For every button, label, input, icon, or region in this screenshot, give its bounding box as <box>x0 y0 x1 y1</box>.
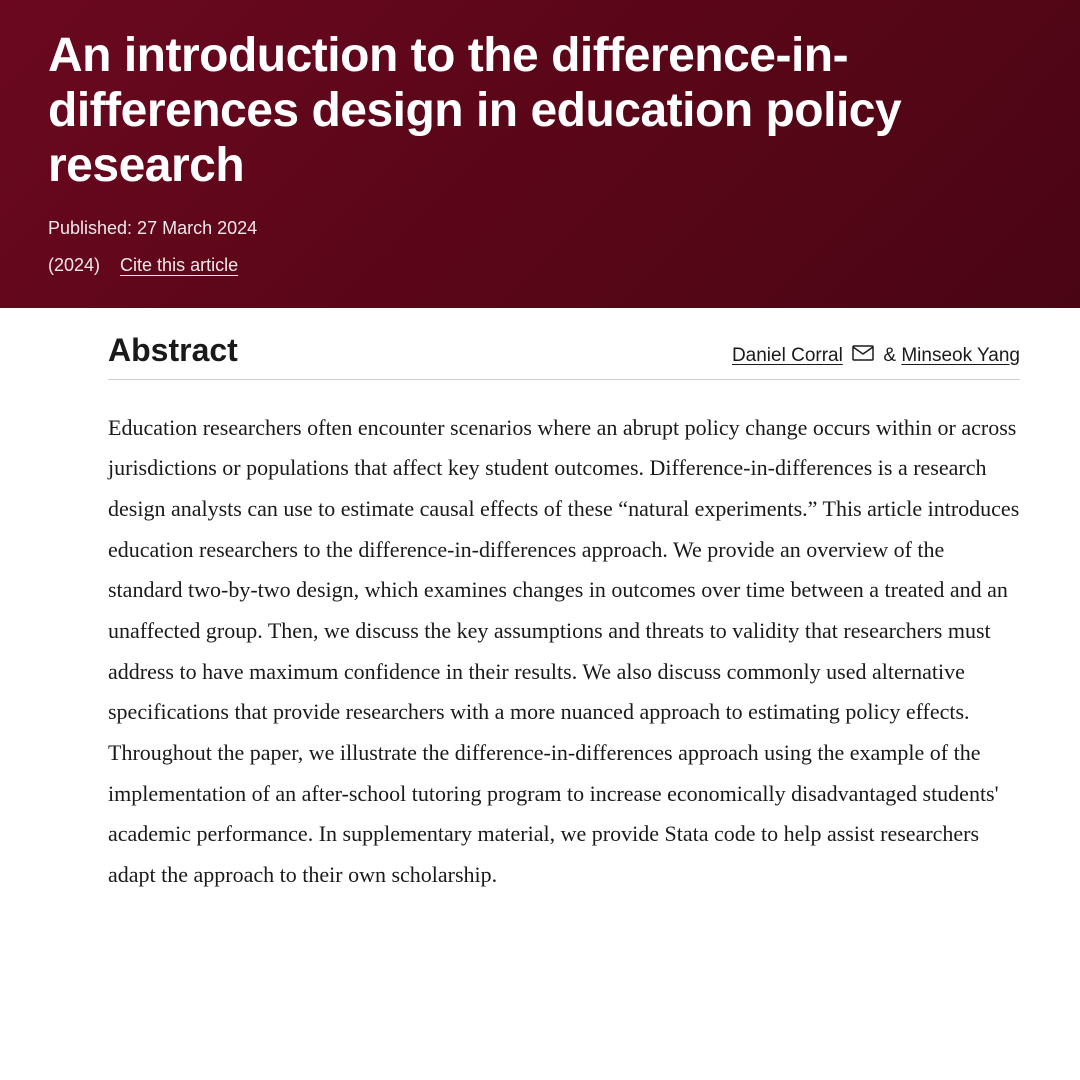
author-separator: & <box>883 345 901 366</box>
author-link-2[interactable]: Minseok Yang <box>901 345 1020 366</box>
abstract-text: Education researchers often encounter sc… <box>108 408 1020 896</box>
cite-row: (2024) Cite this article <box>48 255 1032 276</box>
article-content: Abstract Daniel Corral & Minseok Yang Ed… <box>0 308 1080 896</box>
article-title: An introduction to the difference-in-dif… <box>48 28 1032 194</box>
author-link-1[interactable]: Daniel Corral <box>732 345 843 366</box>
authors-list: Daniel Corral & Minseok Yang <box>732 345 1020 367</box>
article-header: An introduction to the difference-in-dif… <box>0 0 1080 308</box>
published-date: Published: 27 March 2024 <box>48 218 1032 239</box>
abstract-heading: Abstract <box>108 332 238 369</box>
abstract-header-row: Abstract Daniel Corral & Minseok Yang <box>108 332 1020 380</box>
year-label: (2024) <box>48 255 100 275</box>
mail-icon[interactable] <box>852 345 874 367</box>
cite-article-link[interactable]: Cite this article <box>120 255 238 275</box>
